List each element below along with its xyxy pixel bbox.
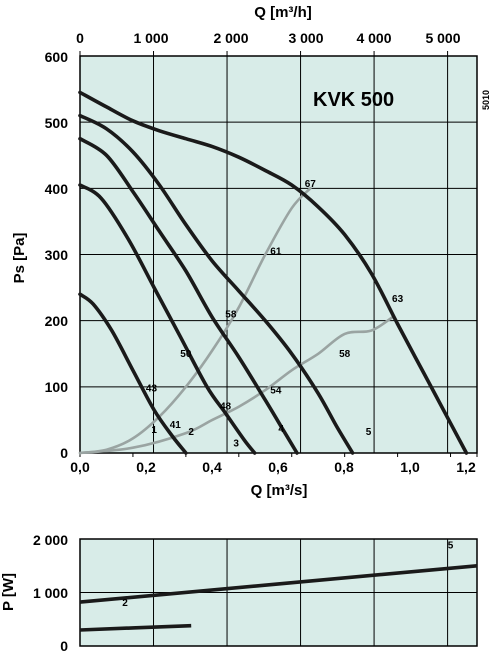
curve-label: 3 — [233, 438, 239, 449]
main-annotations: 67 61 58 50 43 41 48 54 58 63 1 2 3 4 5 — [146, 179, 404, 449]
fan-curve-5 — [78, 90, 469, 455]
curve-label: 58 — [339, 349, 351, 360]
y-axis-title: Ps [Pa] — [11, 233, 28, 284]
curve-label: 61 — [270, 247, 282, 258]
x-tick-labels: 0,0 0,2 0,4 0,6 0,8 1,0 1,2 — [70, 459, 476, 475]
x-tick-label: 0,6 — [268, 459, 288, 475]
power-y-tick-labels: 0 1 000 2 000 — [33, 532, 68, 654]
curve-label: 50 — [180, 349, 192, 360]
curve-label: 2 — [188, 427, 194, 438]
power-y-axis-title: P [W] — [0, 573, 17, 611]
y-tick-label: 200 — [45, 313, 69, 329]
top-axis-title: Q [m³/h] — [254, 4, 312, 21]
y-tick-label: 300 — [45, 247, 69, 263]
curve-label: 54 — [270, 385, 282, 396]
x-tick-label: 0,0 — [70, 459, 90, 475]
chart-title: KVK 500 — [313, 89, 394, 111]
curve-label: 67 — [305, 179, 317, 190]
x-tick-label: 1,0 — [400, 459, 420, 475]
main-top-ticks — [79, 51, 478, 457]
curve-label: 4 — [278, 424, 284, 435]
fan-curve-3 — [78, 136, 299, 455]
curve-label: 63 — [392, 294, 404, 305]
power-line-5 — [79, 564, 478, 604]
x-tick-label: 0,4 — [202, 459, 222, 475]
x-tick-label: 1,2 — [456, 459, 476, 475]
fan-curve-4 — [78, 113, 355, 455]
y-tick-label: 100 — [45, 379, 69, 395]
x-axis-title: Q [m³/s] — [251, 482, 308, 499]
curve-label: 1 — [151, 425, 157, 436]
main-y-tick-labels: 0 100 200 300 400 500 600 — [45, 49, 69, 461]
top-tick-label: 4 000 — [356, 30, 391, 46]
top-tick-label: 2 000 — [213, 30, 248, 46]
power-curve-label: 5 — [448, 541, 454, 552]
power-annotations: 52 — [122, 541, 454, 609]
chart-code: 5010 — [481, 90, 491, 110]
x-tick-label: 0,8 — [334, 459, 354, 475]
top-tick-labels: 0 1 000 2 000 3 000 4 000 5 000 — [76, 30, 461, 46]
y-tick-label: 0 — [60, 445, 68, 461]
fan-curve-1 — [78, 292, 188, 455]
curve-label: 41 — [170, 420, 182, 431]
y-tick-label: 500 — [45, 115, 69, 131]
fan-curve-2 — [78, 183, 257, 455]
top-tick-label: 0 — [76, 30, 84, 46]
power-curve-label: 2 — [122, 598, 128, 609]
power-y-tick-label: 1 000 — [33, 585, 68, 601]
power-lines — [79, 564, 478, 632]
curve-label: 43 — [146, 383, 158, 394]
curve-label: 58 — [225, 309, 237, 320]
curve-label: 48 — [220, 401, 232, 412]
power-y-tick-label: 2 000 — [33, 532, 68, 548]
x-tick-label: 0,2 — [136, 459, 156, 475]
y-tick-label: 400 — [45, 181, 69, 197]
top-tick-label: 3 000 — [288, 30, 323, 46]
power-line-2 — [79, 623, 192, 632]
y-tick-label: 600 — [45, 49, 69, 65]
main-grid — [80, 56, 477, 453]
power-y-tick-label: 0 — [60, 638, 68, 653]
main-fan-curves — [78, 90, 469, 455]
top-tick-label: 1 000 — [133, 30, 168, 46]
curve-label: 5 — [366, 427, 372, 438]
top-tick-label: 5 000 — [425, 30, 460, 46]
